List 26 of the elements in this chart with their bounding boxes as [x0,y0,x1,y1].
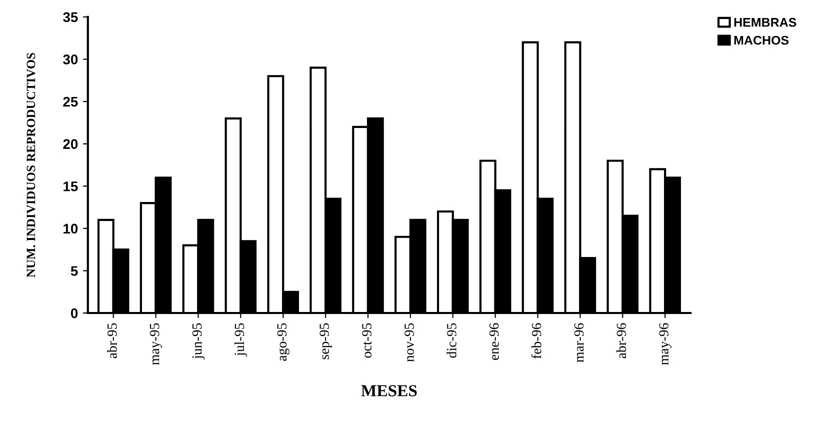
x-tick-label: abr-96 [616,323,626,358]
x-tick-label: feb-96 [531,323,542,359]
y-tick-label: 10 [64,224,78,234]
legend-label: HEMBRAS [734,18,796,27]
y-tick-label: 20 [63,139,78,149]
x-tick-label: mar-96 [574,323,584,362]
x-tick-label: ene-96 [489,323,499,360]
y-tick-label: 0 [70,308,78,318]
y-tick-label: 30 [63,54,78,64]
x-tick-label: abr-95 [107,323,117,358]
y-tick-label: 15 [64,182,78,192]
x-tick-label: jun-95 [192,323,205,360]
y-axis-title: NUM. INDIVIDUOS REPRODUCTIVOS [26,52,36,278]
x-axis-title: MESES [361,385,417,396]
y-tick-label: 5 [70,266,78,276]
x-tick-label: sep-95 [320,323,332,360]
x-tick-label: may-96 [659,323,672,365]
x-tick-label: nov-95 [404,323,414,362]
x-tick-label: ago-95 [277,323,290,361]
legend-label: MACHOS [734,36,789,45]
x-tick-label: oct-95 [362,323,372,358]
y-tick-label: 35 [63,12,78,22]
x-tick-label: dic-95 [446,323,456,358]
x-tick-label: jul-95 [234,323,247,356]
y-tick-label: 25 [63,96,78,107]
x-tick-label: may-95 [150,323,162,365]
